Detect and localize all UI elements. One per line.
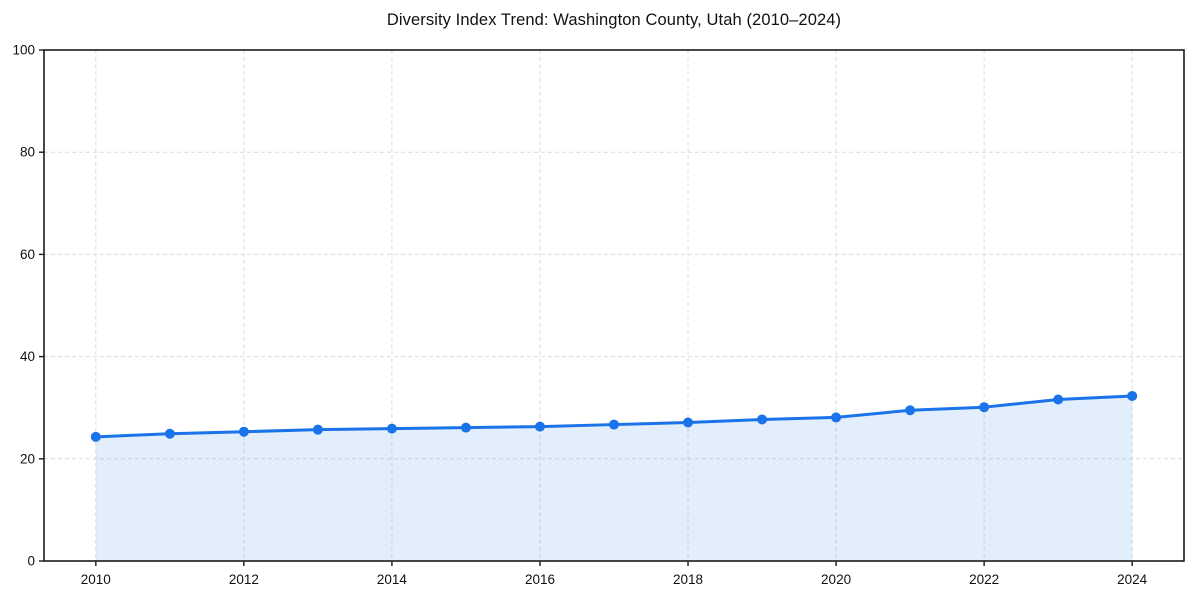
x-tick-label: 2014 bbox=[377, 572, 408, 587]
data-point-2022 bbox=[979, 402, 990, 413]
y-tick-label: 80 bbox=[20, 145, 35, 160]
data-point-2012 bbox=[238, 426, 249, 437]
data-point-2017 bbox=[609, 419, 619, 430]
x-tick-label: 2022 bbox=[969, 572, 999, 587]
x-tick-label: 2020 bbox=[821, 572, 851, 587]
x-tick-label: 2010 bbox=[81, 572, 111, 587]
x-tick-label: 2012 bbox=[229, 572, 259, 587]
data-point-2011 bbox=[164, 428, 175, 439]
y-tick-label: 40 bbox=[20, 349, 35, 364]
data-point-2013 bbox=[312, 424, 323, 435]
data-point-2015 bbox=[460, 422, 471, 433]
y-tick-label: 0 bbox=[27, 554, 35, 569]
data-point-2023 bbox=[1053, 394, 1064, 405]
y-tick-label: 60 bbox=[20, 247, 35, 262]
data-point-2024 bbox=[1127, 390, 1138, 401]
data-point-2020 bbox=[831, 412, 842, 423]
x-tick-label: 2024 bbox=[1117, 572, 1148, 587]
y-tick-label: 20 bbox=[20, 451, 35, 466]
data-point-2019 bbox=[757, 414, 768, 425]
data-point-2018 bbox=[683, 417, 694, 428]
area-fill bbox=[95, 395, 1133, 561]
data-point-2010 bbox=[90, 431, 101, 442]
plot-border bbox=[43, 49, 1185, 562]
x-tick-label: 2018 bbox=[673, 572, 703, 587]
data-point-2016 bbox=[534, 421, 545, 432]
data-point-2021 bbox=[905, 405, 916, 416]
x-tick-label: 2016 bbox=[525, 572, 555, 587]
chart-title: Diversity Index Trend: Washington County… bbox=[386, 11, 842, 29]
data-point-2014 bbox=[386, 423, 397, 434]
y-tick-label: 100 bbox=[12, 43, 35, 58]
